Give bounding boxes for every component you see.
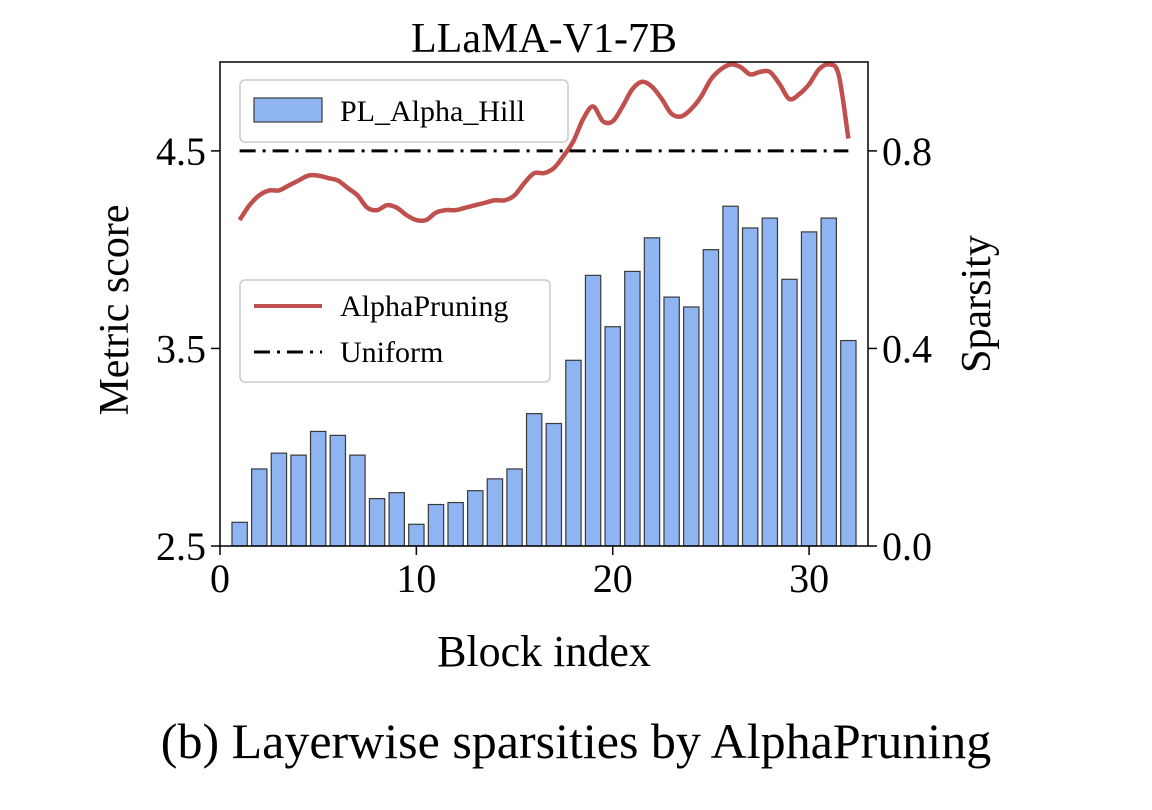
bar-block-21 bbox=[624, 270, 641, 547]
bar-block-26 bbox=[722, 205, 739, 547]
bars bbox=[231, 205, 857, 547]
bar-block-30 bbox=[800, 231, 818, 547]
bar-block-14 bbox=[486, 478, 504, 547]
bar-block-23 bbox=[663, 296, 680, 547]
bar-block-8 bbox=[368, 497, 386, 547]
bar-block-32 bbox=[840, 339, 857, 547]
bar-block-7 bbox=[349, 454, 366, 547]
bar-block-17 bbox=[545, 422, 563, 547]
bar-block-3 bbox=[270, 452, 288, 547]
x-tick-label: 0 bbox=[210, 556, 230, 601]
bar-block-31 bbox=[820, 217, 837, 547]
y-tick-label: 2.5 bbox=[156, 524, 206, 569]
bar-block-12 bbox=[447, 501, 464, 547]
axis-ticks: 0 10 20 30 2.5 3.5 4.5 0.0 0.4 0.8 bbox=[156, 129, 932, 601]
x-tick-label: 30 bbox=[789, 556, 829, 601]
bar-block-5 bbox=[309, 430, 327, 547]
y2-tick-label: 0.4 bbox=[882, 326, 932, 371]
legend-label-pl-alpha-hill: PL_Alpha_Hill bbox=[340, 95, 525, 128]
bar-block-25 bbox=[702, 249, 720, 547]
x-tick-label: 10 bbox=[396, 556, 436, 601]
bar-block-4 bbox=[290, 454, 307, 547]
x-axis-label: Block index bbox=[437, 627, 651, 676]
y-tick-label: 3.5 bbox=[156, 326, 206, 371]
y-tick-label: 4.5 bbox=[156, 129, 206, 174]
legend-label-uniform: Uniform bbox=[340, 336, 443, 369]
bar-block-19 bbox=[584, 274, 602, 547]
legend-bars-box bbox=[239, 79, 569, 143]
chart-title: LLaMA-V1-7B bbox=[411, 16, 677, 62]
plot-frame bbox=[219, 61, 869, 547]
legend-bars: PL_Alpha_Hill bbox=[239, 79, 569, 143]
bar-block-16 bbox=[525, 413, 543, 547]
bar-block-28 bbox=[761, 217, 779, 547]
bar-block-10 bbox=[408, 523, 425, 547]
bar-block-6 bbox=[329, 434, 347, 547]
line-alphapruning bbox=[237, 62, 851, 224]
bar-block-18 bbox=[565, 359, 582, 547]
legend-swatch-pl-alpha-hill bbox=[253, 97, 323, 123]
y-axis-label: Metric score bbox=[92, 204, 138, 415]
y2-tick-label: 0.0 bbox=[882, 524, 932, 569]
lines bbox=[237, 62, 851, 224]
bar-block-15 bbox=[506, 468, 523, 547]
y2-tick-label: 0.8 bbox=[882, 129, 932, 174]
legend-label-alphapruning: AlphaPruning bbox=[340, 290, 508, 323]
bar-block-11 bbox=[427, 503, 445, 547]
bar-block-27 bbox=[741, 227, 759, 547]
bar-block-2 bbox=[251, 468, 268, 547]
bar-block-22 bbox=[643, 237, 661, 547]
bar-block-29 bbox=[781, 278, 798, 547]
bar-block-20 bbox=[604, 326, 621, 547]
bar-block-13 bbox=[467, 490, 484, 547]
bar-block-9 bbox=[388, 492, 405, 547]
legend-lines: AlphaPruning Uniform bbox=[239, 279, 551, 383]
chart: 0 10 20 30 2.5 3.5 4.5 0.0 0.4 0.8 LLaMA-V1-7B Bl… bbox=[92, 16, 1000, 676]
y2-axis-label: Sparsity bbox=[954, 235, 1000, 373]
bar-block-1 bbox=[231, 521, 248, 547]
bar-block-24 bbox=[683, 306, 700, 547]
figure-caption: (b) Layerwise sparsities by AlphaPruning bbox=[160, 713, 992, 769]
x-tick-label: 20 bbox=[593, 556, 633, 601]
